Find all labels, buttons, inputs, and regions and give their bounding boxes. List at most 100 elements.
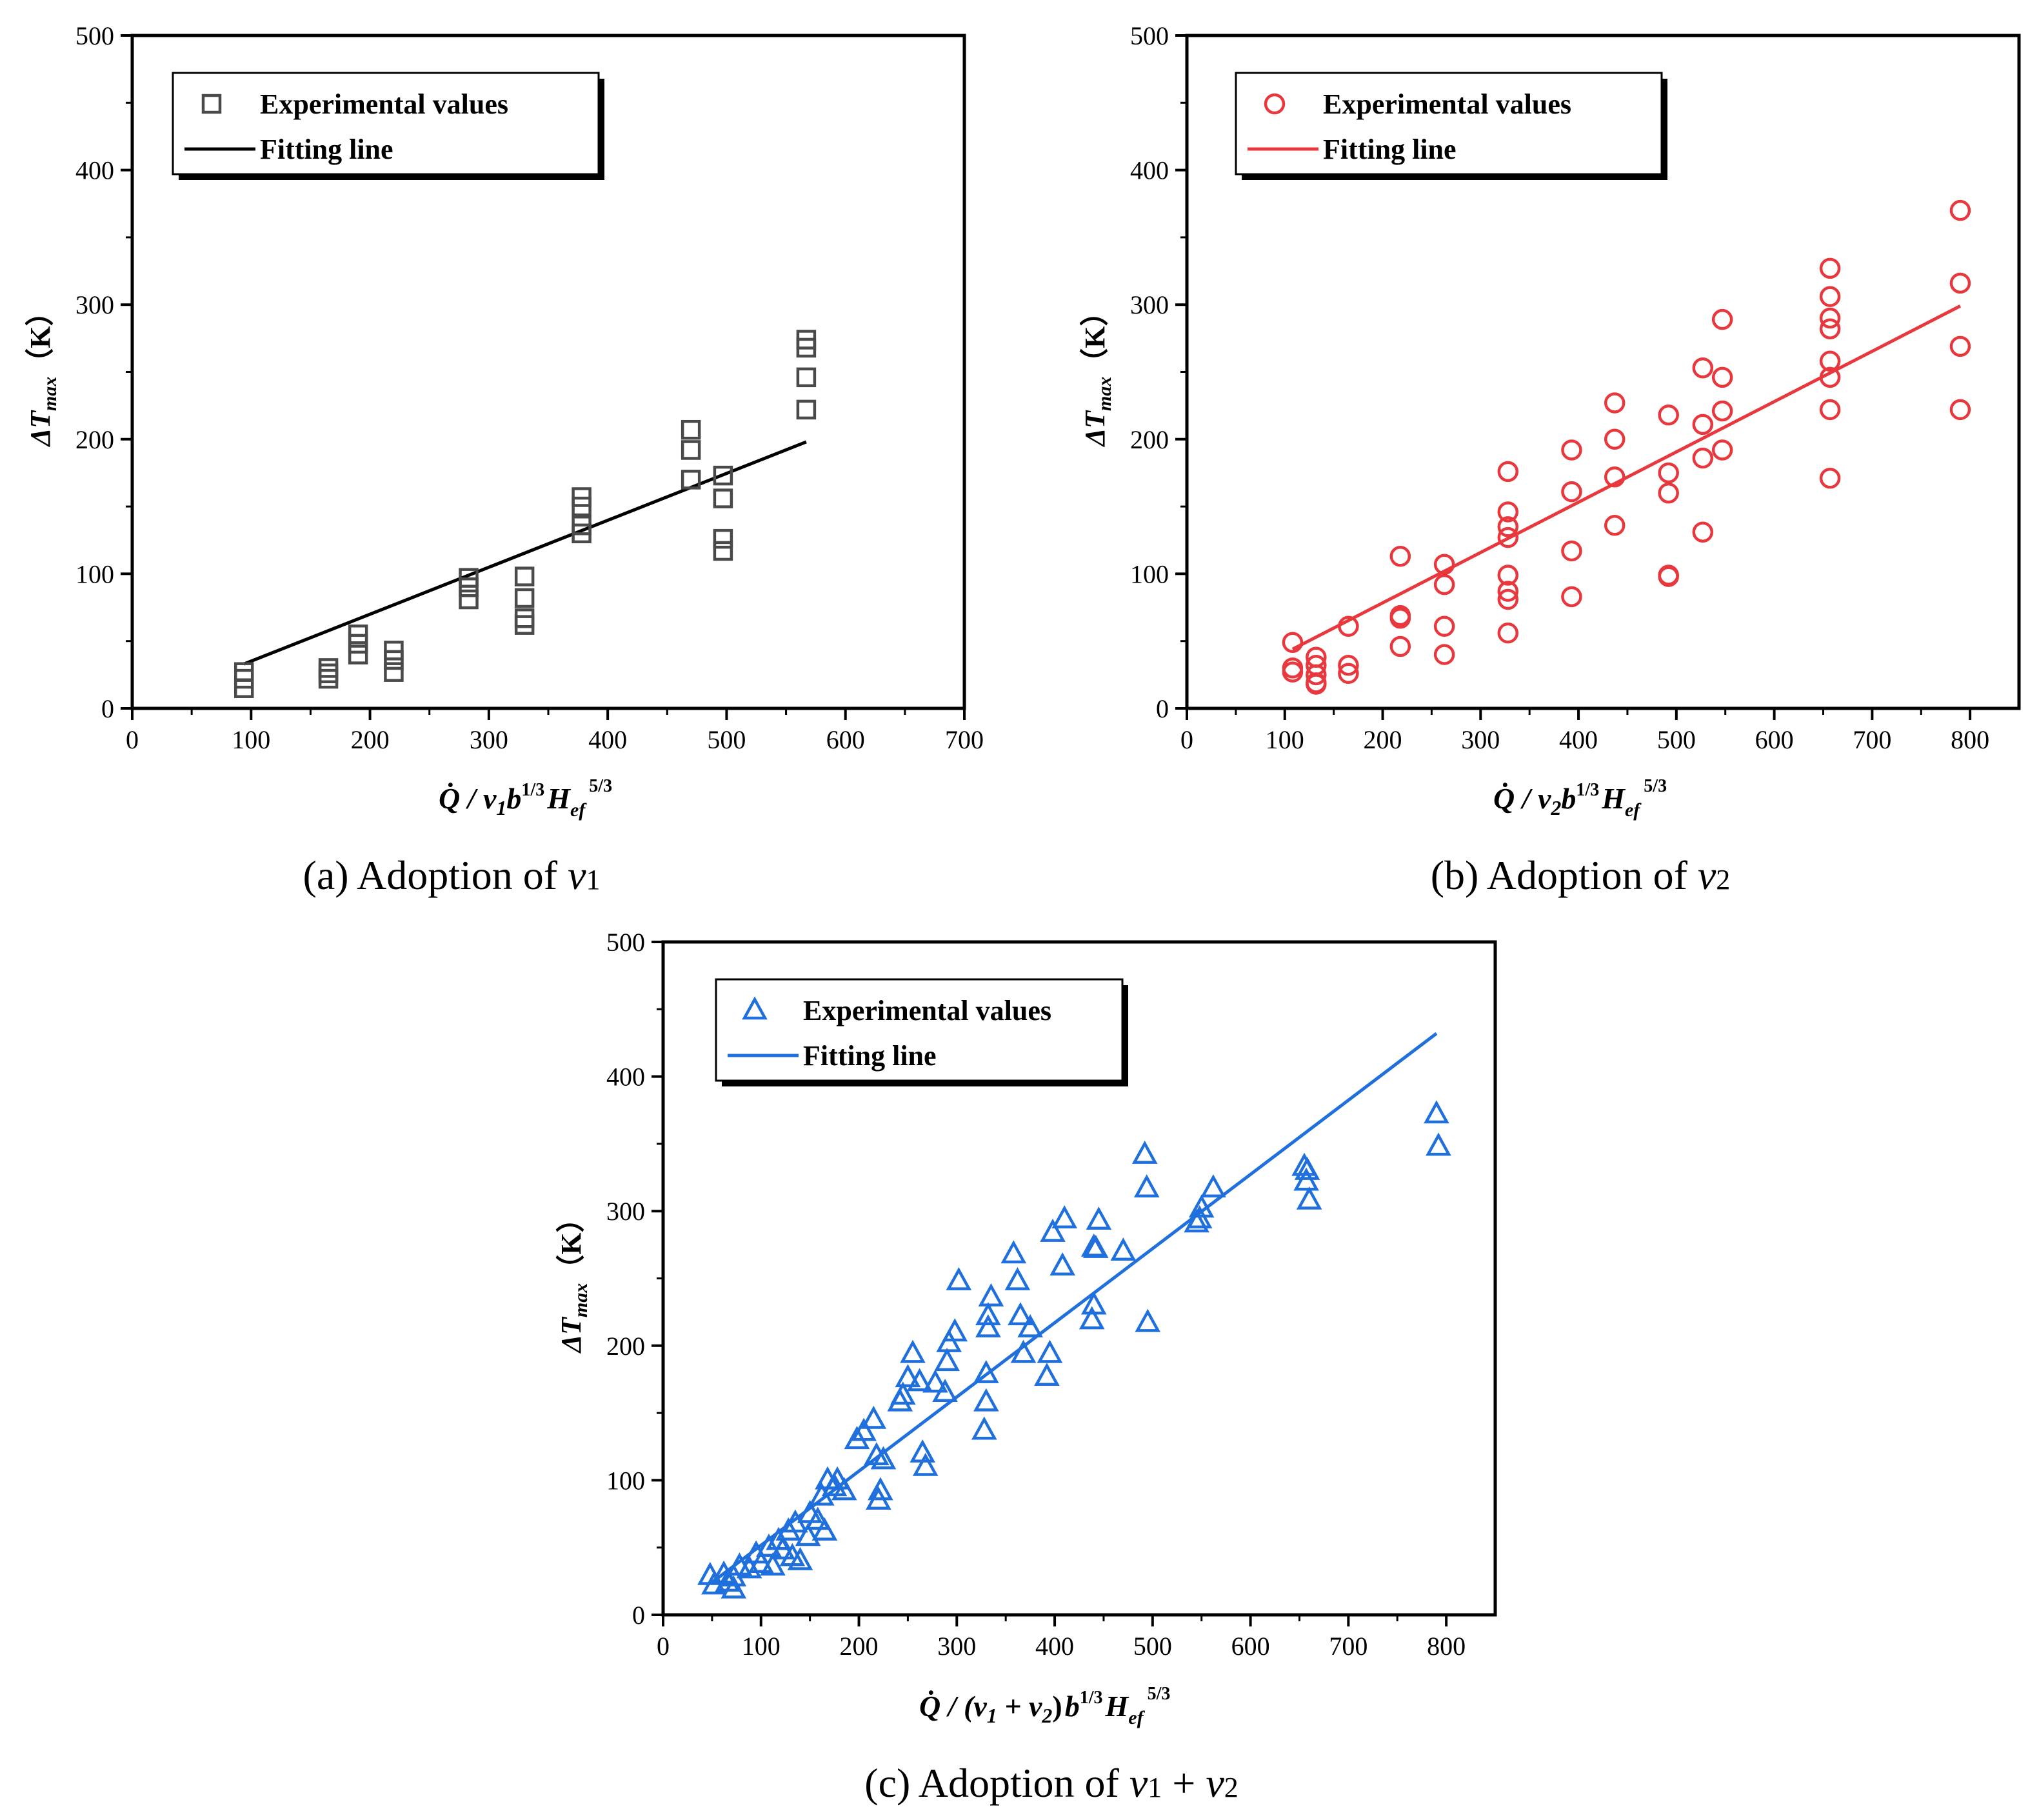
data-point (895, 1364, 921, 1388)
data-point (1040, 1218, 1066, 1242)
data-point (1604, 428, 1626, 450)
data-point (572, 523, 592, 544)
x-tick-label: 700 (1853, 725, 1891, 754)
legend-label-experimental: Experimental values (1323, 88, 1571, 120)
data-point (1819, 307, 1841, 329)
data-point (1658, 462, 1679, 484)
x-tick-label: 200 (1364, 725, 1402, 754)
data-point (1497, 588, 1519, 610)
x-tick-label: 0 (126, 725, 139, 754)
y-axis-label: ΔTmax（K） (25, 297, 61, 447)
legend-label-experimental: Experimental values (260, 88, 508, 120)
data-point (1306, 674, 1327, 695)
data-point (713, 465, 733, 486)
y-tick-label: 300 (1130, 290, 1169, 319)
data-point (973, 1359, 999, 1383)
data-point (900, 1339, 926, 1363)
data-point (1282, 661, 1304, 683)
data-point (1692, 521, 1714, 543)
y-tick-label: 200 (75, 425, 114, 454)
data-point (1819, 366, 1841, 388)
y-axis-label: ΔTmax（K） (1079, 297, 1115, 447)
data-point (811, 1517, 838, 1541)
legend-marker (201, 94, 222, 114)
data-point (1819, 468, 1841, 489)
legend-marker (1264, 93, 1286, 115)
y-tick-label: 500 (75, 21, 114, 50)
y-tick-label: 0 (1156, 694, 1169, 723)
data-point (1949, 272, 1971, 294)
data-point (890, 1381, 916, 1405)
data-point (1711, 439, 1733, 461)
data-point (824, 1466, 850, 1490)
data-point (514, 615, 535, 635)
x-axis-label: Q̇ / v1b1/3Hef5/3 (439, 776, 612, 821)
data-point (1426, 1132, 1451, 1156)
y-tick-label: 500 (1130, 21, 1169, 50)
x-tick-label: 200 (840, 1632, 879, 1661)
data-point (1497, 565, 1519, 586)
data-point (1133, 1174, 1160, 1197)
data-point (1497, 581, 1519, 602)
data-point (1294, 1156, 1320, 1180)
data-point (796, 367, 817, 388)
data-point (975, 1314, 1001, 1337)
data-point (868, 1477, 893, 1501)
data-point (796, 337, 817, 358)
x-tick-label: 800 (1951, 725, 1989, 754)
data-point (1389, 635, 1411, 657)
data-point (787, 1546, 813, 1570)
data-point (946, 1267, 972, 1290)
data-point (459, 577, 479, 597)
data-point (1561, 586, 1582, 608)
data-point (1604, 515, 1626, 536)
data-point (932, 1379, 958, 1403)
data-point (971, 1416, 997, 1440)
legend: Experimental values Fitting line (172, 72, 604, 180)
data-point (978, 1283, 1004, 1306)
data-point (748, 1550, 774, 1573)
x-tick-label: 700 (1329, 1632, 1368, 1661)
y-tick-label: 200 (606, 1332, 645, 1361)
data-point (870, 1446, 897, 1470)
data-point (831, 1477, 857, 1501)
fitting-line (1291, 305, 1962, 651)
caption: (a) Adoption of v1 (303, 852, 601, 898)
chart-b: 0 100 200 300 400 500 600 700 800 0 100 200 300 400 50… (1079, 21, 2021, 898)
data-point (681, 440, 701, 460)
data-point (973, 1388, 999, 1412)
data-point (1051, 1205, 1078, 1228)
y-axis-label: ΔTmax（K） (555, 1204, 592, 1354)
data-point (681, 419, 701, 440)
y-tick-label: 100 (606, 1466, 645, 1495)
data-point (1433, 554, 1455, 575)
data-point (1200, 1174, 1226, 1197)
data-point (348, 645, 368, 665)
data-point (860, 1405, 887, 1429)
data-point (1389, 546, 1411, 567)
legend-label-fitting: Fitting line (260, 134, 393, 165)
data-point (1424, 1100, 1449, 1124)
data-point (1692, 414, 1714, 435)
data-point (1131, 1140, 1158, 1164)
data-point (804, 1506, 831, 1530)
data-point (318, 663, 339, 684)
x-axis-label: Q̇ / (v1 + v2)b1/3Hef5/3 (919, 1684, 1170, 1728)
data-point (1819, 350, 1841, 372)
data-point (760, 1552, 786, 1576)
data-point (318, 668, 339, 689)
data-point (1604, 392, 1626, 414)
data-point (384, 662, 404, 682)
chart-c: 0 100 200 300 400 500 600 700 800 0 100 200 300 400 50… (555, 928, 1497, 1806)
y-tick-label: 500 (606, 928, 645, 957)
y-tick-label: 300 (606, 1197, 645, 1226)
data-point (770, 1536, 795, 1560)
data-point (1497, 501, 1519, 523)
data-point (1086, 1206, 1112, 1230)
data-point (234, 662, 254, 682)
data-point (1049, 1252, 1076, 1275)
data-point (1034, 1363, 1060, 1386)
x-tick-label: 300 (1461, 725, 1500, 754)
data-point (1082, 1234, 1109, 1258)
